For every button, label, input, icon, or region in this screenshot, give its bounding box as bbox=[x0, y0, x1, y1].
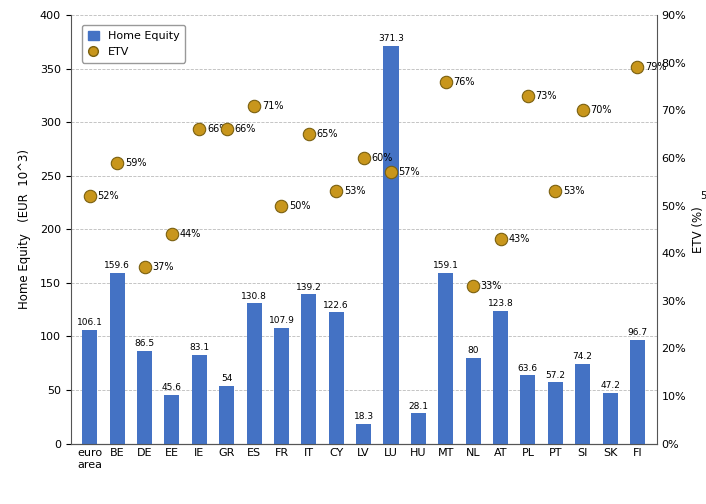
Point bbox=[467, 282, 479, 290]
Bar bbox=[219, 386, 234, 444]
Point bbox=[221, 125, 232, 134]
Bar bbox=[246, 303, 262, 444]
Text: 159.1: 159.1 bbox=[433, 262, 459, 271]
Point bbox=[577, 106, 588, 114]
Point bbox=[686, 192, 698, 200]
Text: 57.2: 57.2 bbox=[545, 370, 566, 380]
Point bbox=[495, 235, 506, 243]
Text: 37%: 37% bbox=[152, 263, 174, 272]
Text: 83.1: 83.1 bbox=[189, 343, 210, 352]
Text: 66%: 66% bbox=[234, 124, 256, 135]
Point bbox=[112, 159, 123, 167]
Text: 122.6: 122.6 bbox=[323, 300, 349, 309]
Text: 33%: 33% bbox=[481, 281, 502, 291]
Point bbox=[276, 202, 287, 210]
Point bbox=[193, 125, 205, 134]
Bar bbox=[109, 273, 125, 444]
Text: 107.9: 107.9 bbox=[268, 317, 294, 325]
Point bbox=[385, 168, 397, 176]
Bar bbox=[438, 273, 453, 444]
Text: 130.8: 130.8 bbox=[241, 292, 267, 301]
Text: 57%: 57% bbox=[399, 167, 420, 177]
Bar bbox=[82, 330, 97, 444]
Text: 43%: 43% bbox=[508, 234, 530, 244]
Text: 65%: 65% bbox=[316, 129, 338, 139]
Text: 106.1: 106.1 bbox=[77, 318, 102, 327]
Point bbox=[632, 64, 643, 72]
Text: 28.1: 28.1 bbox=[408, 402, 429, 411]
Point bbox=[84, 192, 95, 200]
Text: 44%: 44% bbox=[179, 229, 201, 239]
Text: 123.8: 123.8 bbox=[488, 299, 513, 308]
Bar bbox=[274, 328, 289, 444]
Bar bbox=[575, 364, 590, 444]
Text: 50%: 50% bbox=[289, 201, 311, 211]
Text: 18.3: 18.3 bbox=[354, 412, 373, 421]
Text: 52%: 52% bbox=[97, 191, 119, 201]
Text: 66%: 66% bbox=[207, 124, 228, 135]
Text: 59%: 59% bbox=[125, 158, 146, 168]
Text: 79%: 79% bbox=[645, 62, 666, 73]
Text: 371.3: 371.3 bbox=[378, 34, 404, 43]
Point bbox=[249, 101, 260, 109]
Text: 53%: 53% bbox=[563, 186, 585, 196]
Point bbox=[139, 264, 150, 272]
Bar bbox=[137, 351, 152, 444]
Point bbox=[330, 187, 342, 195]
Text: 74.2: 74.2 bbox=[573, 352, 592, 361]
Text: 73%: 73% bbox=[536, 91, 557, 101]
Text: 45.6: 45.6 bbox=[162, 383, 182, 392]
Point bbox=[358, 154, 369, 162]
Bar bbox=[356, 424, 371, 444]
Text: 54: 54 bbox=[221, 374, 232, 383]
Text: 139.2: 139.2 bbox=[296, 283, 322, 292]
Text: 70%: 70% bbox=[590, 105, 612, 115]
Text: 96.7: 96.7 bbox=[628, 328, 647, 337]
Bar bbox=[493, 311, 508, 444]
Text: 47.2: 47.2 bbox=[600, 382, 620, 390]
Point bbox=[549, 187, 561, 195]
Text: 76%: 76% bbox=[453, 77, 475, 87]
Legend: Home Equity, ETV: Home Equity, ETV bbox=[82, 25, 185, 62]
Point bbox=[440, 78, 451, 86]
Point bbox=[303, 130, 314, 138]
Bar bbox=[192, 354, 207, 444]
Text: 53%: 53% bbox=[344, 186, 366, 196]
Bar bbox=[383, 46, 398, 444]
Text: 80: 80 bbox=[467, 346, 479, 355]
Text: 52%: 52% bbox=[700, 191, 706, 201]
Point bbox=[167, 230, 178, 238]
Bar bbox=[465, 358, 481, 444]
Bar bbox=[329, 312, 344, 444]
Text: 159.6: 159.6 bbox=[104, 261, 130, 270]
Bar bbox=[548, 382, 563, 444]
Y-axis label: Home Equity   (EUR  10^3): Home Equity (EUR 10^3) bbox=[18, 149, 32, 309]
Y-axis label: ETV (%): ETV (%) bbox=[692, 206, 705, 253]
Text: 63.6: 63.6 bbox=[517, 364, 538, 373]
Bar bbox=[520, 375, 535, 444]
Bar bbox=[630, 340, 645, 444]
Bar bbox=[164, 395, 179, 444]
Point bbox=[522, 92, 534, 100]
Text: 86.5: 86.5 bbox=[134, 339, 155, 348]
Bar bbox=[602, 393, 618, 444]
Bar bbox=[301, 294, 316, 444]
Text: 60%: 60% bbox=[371, 153, 393, 163]
Bar bbox=[411, 413, 426, 444]
Text: 71%: 71% bbox=[262, 101, 283, 110]
